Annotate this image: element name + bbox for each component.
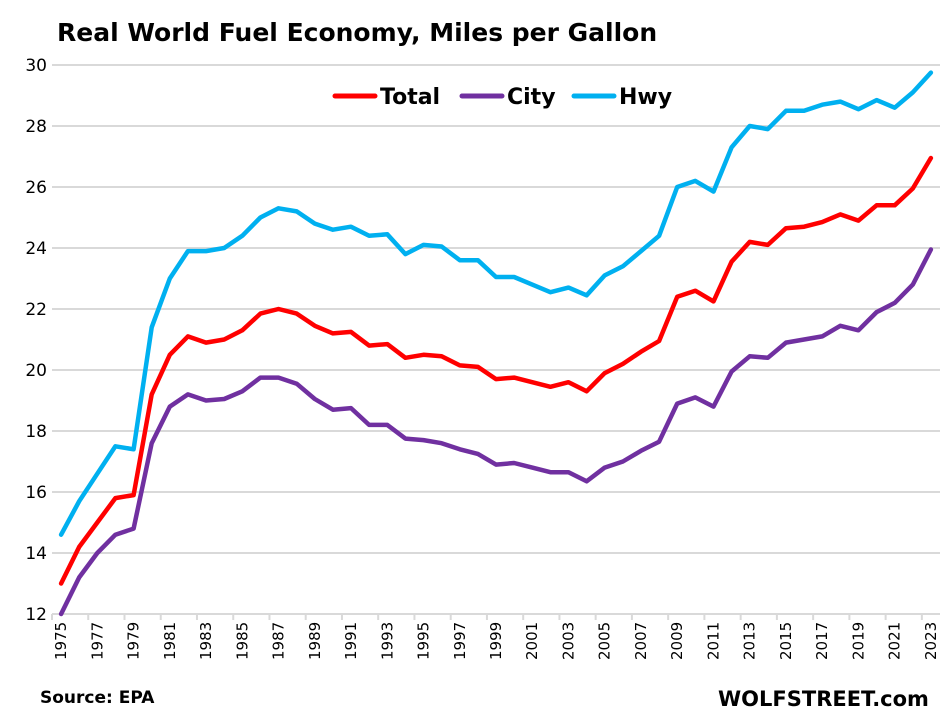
x-tick-label: 2015	[777, 622, 795, 660]
x-tick-label: 1979	[125, 622, 143, 660]
y-tick-label: 24	[25, 239, 47, 259]
x-tick-label: 2019	[849, 622, 867, 660]
y-tick-label: 16	[25, 483, 47, 503]
x-tick-label: 1977	[88, 622, 106, 660]
x-tick-label: 2021	[886, 622, 904, 660]
x-tick-label: 2011	[704, 622, 722, 660]
legend-label-city: City	[507, 85, 556, 110]
x-tick-label: 1983	[197, 622, 215, 660]
x-tick-label: 2017	[813, 622, 831, 660]
legend-label-total: Total	[380, 85, 440, 110]
y-tick-label: 30	[25, 56, 47, 76]
x-tick-label: 1987	[270, 622, 288, 660]
x-tick-label: 2001	[523, 622, 541, 660]
x-tick-label: 2005	[596, 622, 614, 660]
x-tick-label: 2023	[922, 622, 940, 660]
source-label: Source: EPA	[40, 688, 155, 708]
y-axis: 12 14 16 18 20 22 24 26 28 30	[25, 56, 47, 625]
x-tick-label: 1993	[378, 622, 396, 660]
y-tick-label: 14	[25, 544, 47, 564]
x-tick-label: 2007	[632, 622, 650, 660]
x-tick-label: 1995	[415, 622, 433, 660]
series-layer	[58, 70, 934, 617]
x-tick-label: 1999	[487, 622, 505, 660]
x-tick-label: 1997	[451, 622, 469, 660]
y-tick-label: 22	[25, 300, 47, 320]
x-tick-label: 1985	[233, 622, 251, 660]
y-tick-label: 12	[25, 605, 47, 625]
y-tick-label: 18	[25, 422, 47, 442]
y-tick-label: 26	[25, 178, 47, 198]
x-axis: 1975 1977 1979 1981 1983 1985 1987 1989 1991 1993…	[51, 614, 940, 660]
legend: Total City Hwy	[332, 85, 672, 110]
x-tick-label: 2009	[668, 622, 686, 660]
gridlines	[52, 64, 940, 615]
x-tick-label: 1975	[52, 622, 70, 660]
y-tick-label: 28	[25, 117, 47, 137]
x-tick-label: 1981	[161, 622, 179, 660]
x-tick-label: 1989	[306, 622, 324, 660]
x-tick-label: 2003	[559, 622, 577, 660]
wolfstreet-credit: WOLFSTREET.com	[718, 687, 929, 711]
legend-label-hwy: Hwy	[619, 85, 672, 110]
x-tick-label: 1991	[342, 622, 360, 660]
chart-title: Real World Fuel Economy, Miles per Gallo…	[57, 18, 657, 47]
x-tick-label: 2013	[741, 622, 759, 660]
y-tick-label: 20	[25, 361, 47, 381]
